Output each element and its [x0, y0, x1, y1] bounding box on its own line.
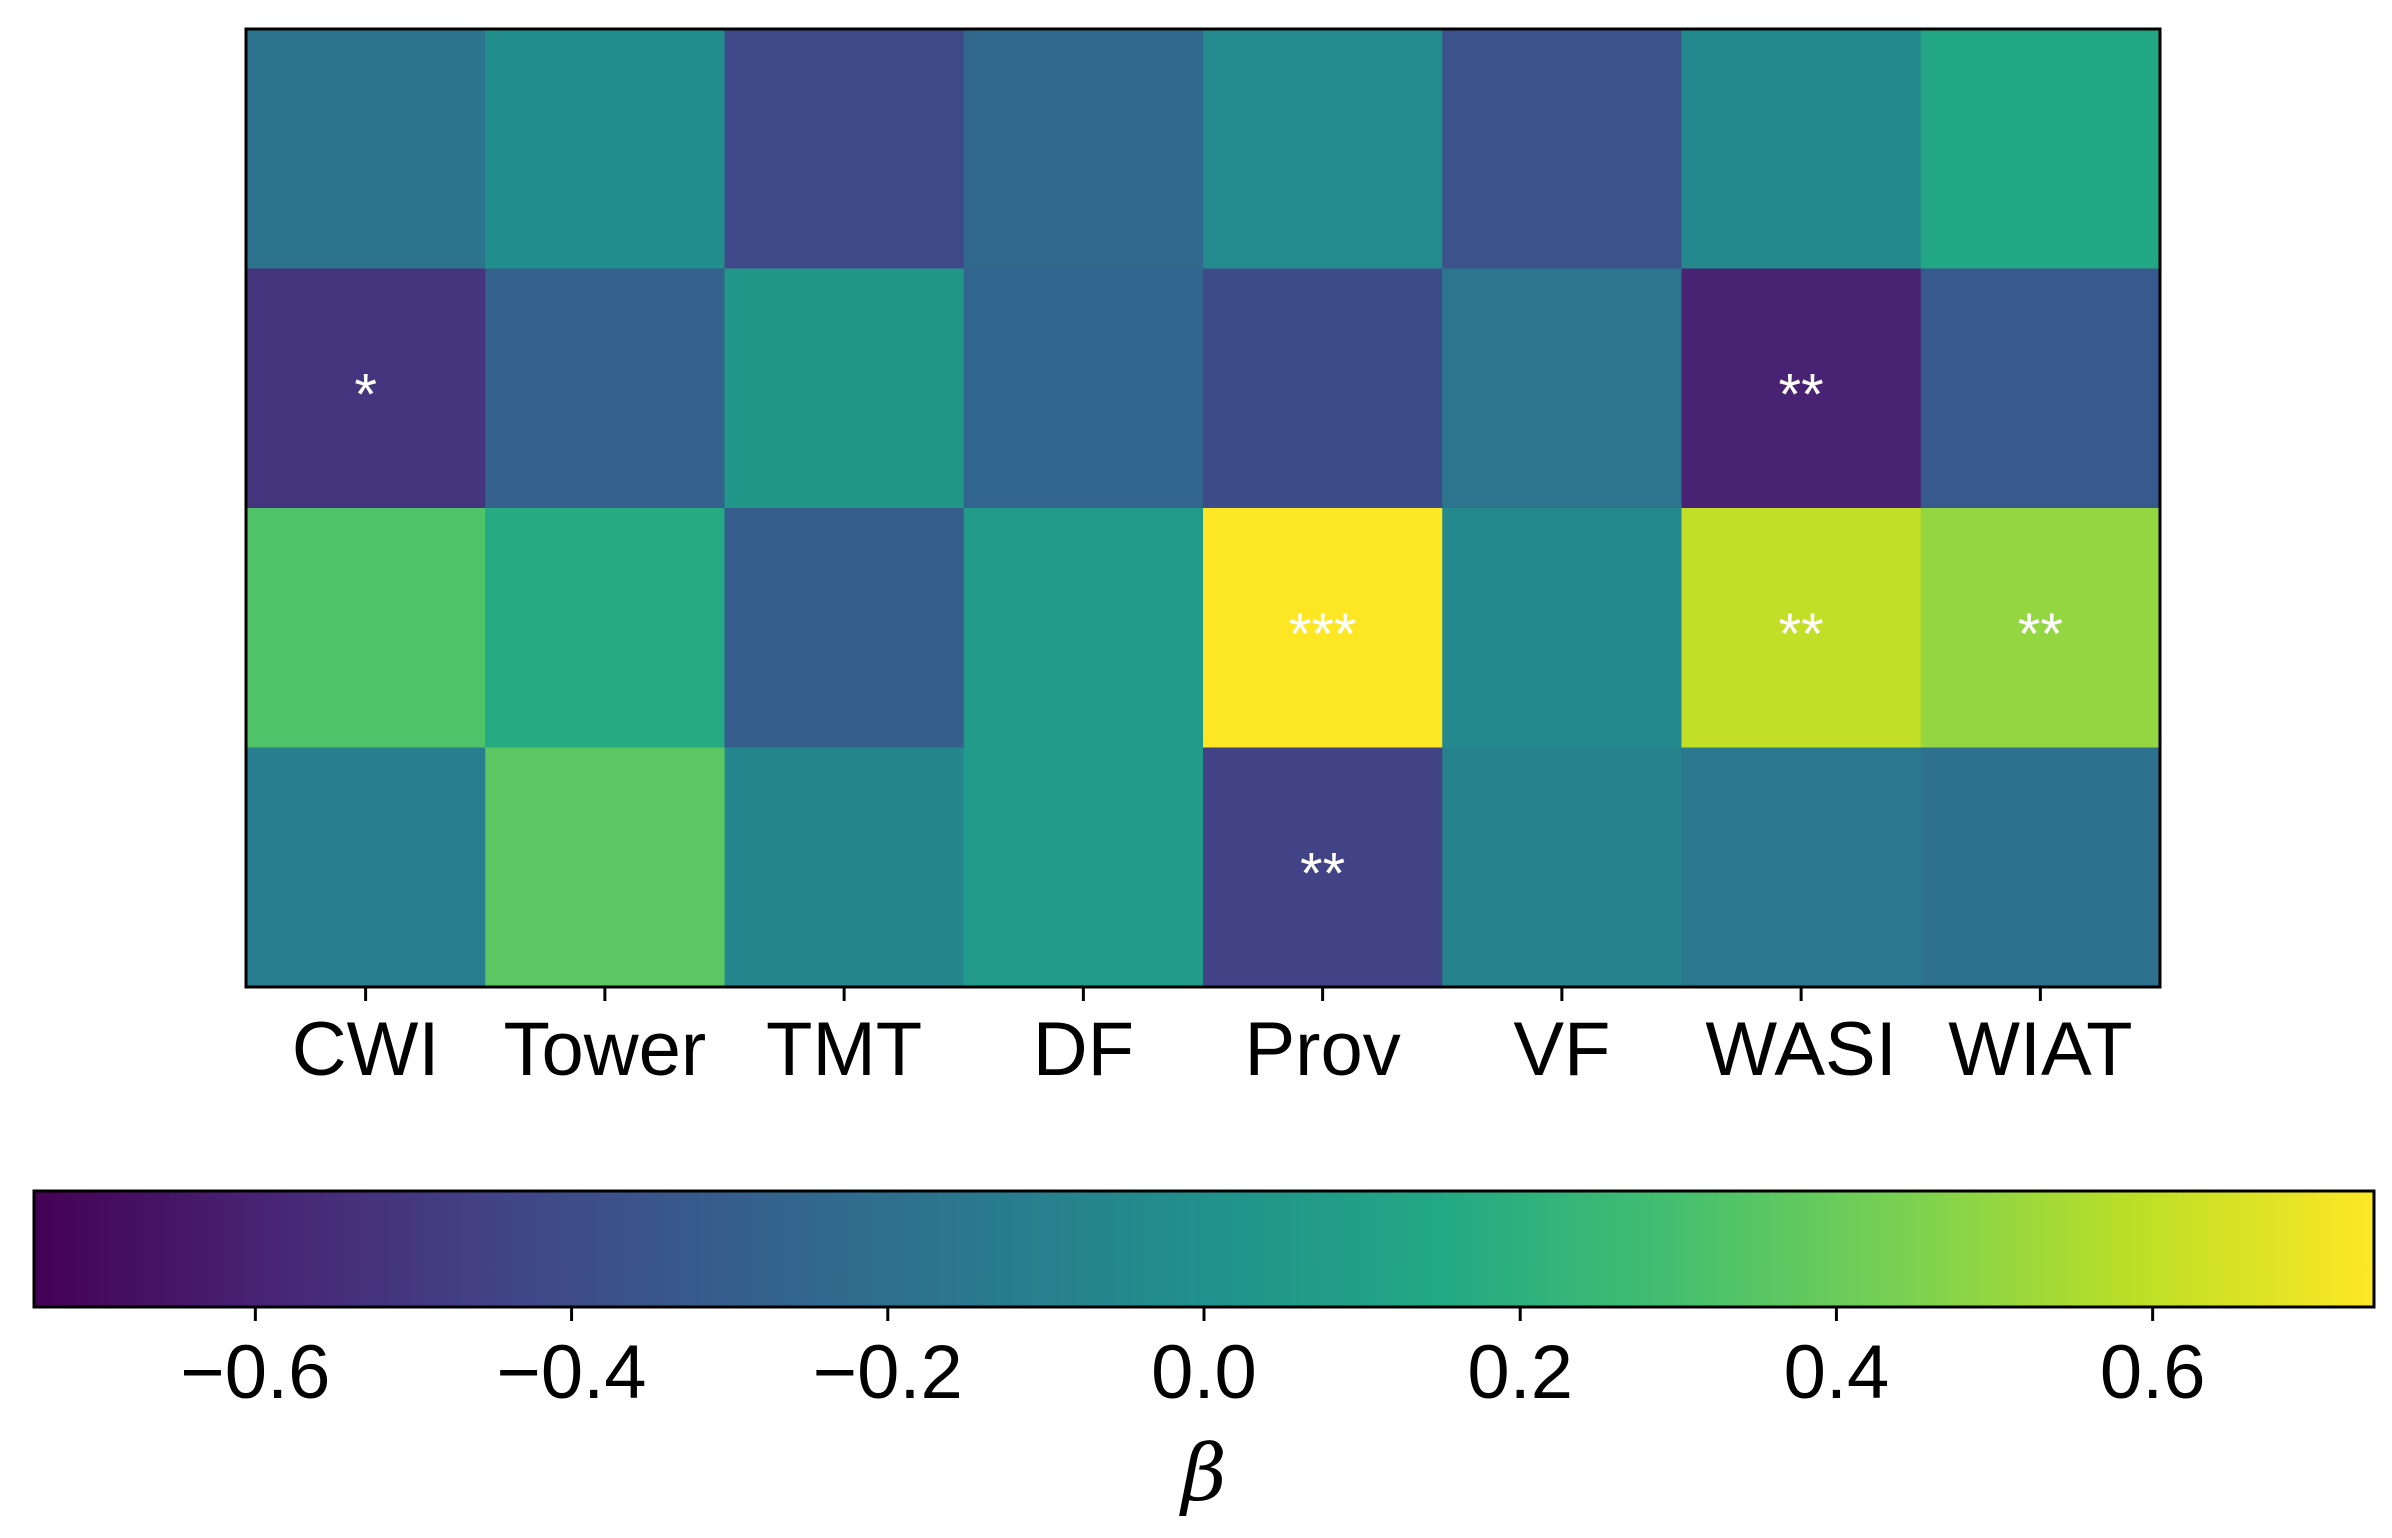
significance-marker: **	[1779, 362, 1824, 427]
heatmap-cell-r2-prov	[1203, 268, 1443, 509]
heatmap-cell-r1-wiat	[1920, 29, 2161, 270]
x-axis-ticks: CWI Tower TMT DF Prov VF WASI WIAT	[292, 987, 2133, 1092]
colorbar-tick-label: −0.6	[180, 1330, 330, 1415]
colorbar	[32, 1189, 2376, 1309]
heatmap-cell-r4-wiat	[1920, 747, 2161, 988]
heatmap-cell-r3-wasi	[1681, 508, 1922, 749]
colorbar-tick-label: −0.4	[497, 1330, 647, 1415]
heatmap-cell-r2-wiat	[1920, 268, 2161, 509]
colorbar-tick-label: −0.2	[813, 1330, 963, 1415]
colorbar-tick-label: 0.2	[1467, 1330, 1573, 1415]
x-tick-label-wiat: WIAT	[1948, 1007, 2132, 1092]
heatmap-cell-r3-cwi	[246, 508, 486, 749]
heatmap-cell-r2-tmt	[724, 268, 965, 509]
heatmap-cell-r2-cwi	[246, 268, 486, 509]
significance-marker: **	[1300, 841, 1345, 906]
x-tick-label-tmt: TMT	[766, 1007, 922, 1092]
significance-marker: *	[354, 362, 377, 427]
colorbar-tick-label: 0.6	[2100, 1330, 2206, 1415]
heatmap-frame	[244, 27, 2162, 989]
heatmap-cell-r3-wiat	[1920, 508, 2161, 749]
heatmap-cell-r3-tower	[485, 508, 726, 749]
significance-marker: **	[2018, 602, 2063, 667]
significance-marker: **	[1779, 602, 1824, 667]
heatmap-cell-r4-wasi	[1681, 747, 1922, 988]
heatmap-cell-r2-vf	[1442, 268, 1683, 509]
heatmap-cell-r3-prov	[1203, 508, 1443, 749]
heatmap-cell-r1-wasi	[1681, 29, 1922, 270]
colorbar-label: β	[1178, 1429, 1226, 1519]
significance-marker: ***	[1289, 602, 1357, 667]
significance-annotations: * ***** ** ****	[354, 362, 2063, 906]
heatmap-cell-r2-df	[963, 268, 1204, 509]
heatmap-cells	[246, 29, 2161, 988]
heatmap-cell-r4-df	[963, 747, 1204, 988]
heatmap-cell-r4-tower	[485, 747, 726, 988]
x-tick-label-vf: VF	[1513, 1007, 1610, 1092]
heatmap-cell-r2-wasi	[1681, 268, 1922, 509]
colorbar-tick-label: 0.0	[1151, 1330, 1257, 1415]
heatmap-cell-r3-df	[963, 508, 1204, 749]
heatmap-cell-r1-cwi	[246, 29, 486, 270]
heatmap-cell-r1-vf	[1442, 29, 1683, 270]
x-tick-label-tower: Tower	[504, 1007, 707, 1092]
heatmap-cell-r4-prov	[1203, 747, 1443, 988]
heatmap-cell-r1-tower	[485, 29, 726, 270]
x-tick-label-cwi: CWI	[292, 1007, 440, 1092]
heatmap-cell-r4-tmt	[724, 747, 965, 988]
heatmap-cell-r1-prov	[1203, 29, 1443, 270]
heatmap-cell-r4-cwi	[246, 747, 486, 988]
heatmap-cell-r4-vf	[1442, 747, 1683, 988]
heatmap-cell-r1-tmt	[724, 29, 965, 270]
x-tick-label-prov: Prov	[1244, 1007, 1400, 1092]
colorbar-ticks: −0.6 −0.4 −0.2 0.0 0.2 0.4 0.6	[180, 1307, 2205, 1415]
heatmap-cell-r2-tower	[485, 268, 726, 509]
heatmap-cell-r1-df	[963, 29, 1204, 270]
x-tick-label-df: DF	[1033, 1007, 1134, 1092]
colorbar-tick-label: 0.4	[1784, 1330, 1890, 1415]
heatmap-cell-r3-tmt	[724, 508, 965, 749]
heatmap-cell-r3-vf	[1442, 508, 1683, 749]
x-tick-label-wasi: WASI	[1705, 1007, 1896, 1092]
